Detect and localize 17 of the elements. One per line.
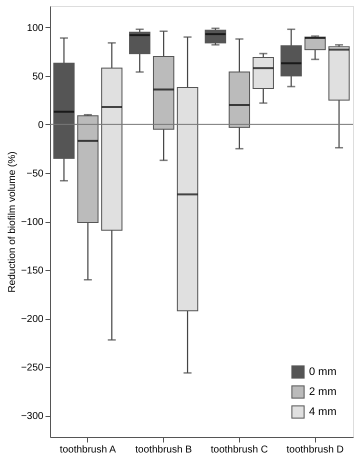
x-tick-label: toothbrush D — [286, 444, 344, 456]
y-tick-label: 0 — [38, 120, 44, 131]
y-tick-label: −100 — [20, 217, 44, 228]
legend-label: 0 mm — [309, 366, 336, 378]
y-tick-label: −300 — [20, 411, 44, 422]
x-tick-label: toothbrush B — [135, 444, 192, 456]
y-tick-label: −200 — [20, 314, 44, 326]
y-tick-label: 100 — [26, 22, 44, 34]
y-tick-label: −250 — [20, 362, 44, 374]
y-tick-label: 50 — [32, 71, 44, 82]
y-tick-label: −50 — [26, 168, 44, 180]
y-axis-title: Reduction of biofilm volume (%) — [6, 151, 18, 293]
x-tick-label: toothbrush C — [210, 444, 268, 456]
x-tick-label: toothbrush A — [60, 444, 116, 456]
legend-label: 2 mm — [309, 386, 336, 398]
y-tick-label: −150 — [20, 266, 44, 277]
legend-label: 4 mm — [309, 406, 336, 418]
